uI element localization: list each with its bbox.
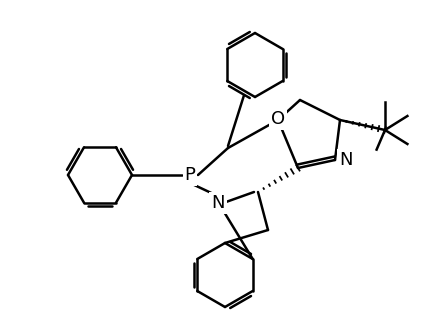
- Text: O: O: [271, 110, 285, 128]
- Text: P: P: [184, 166, 196, 184]
- Text: N: N: [339, 151, 353, 169]
- Text: N: N: [211, 194, 225, 212]
